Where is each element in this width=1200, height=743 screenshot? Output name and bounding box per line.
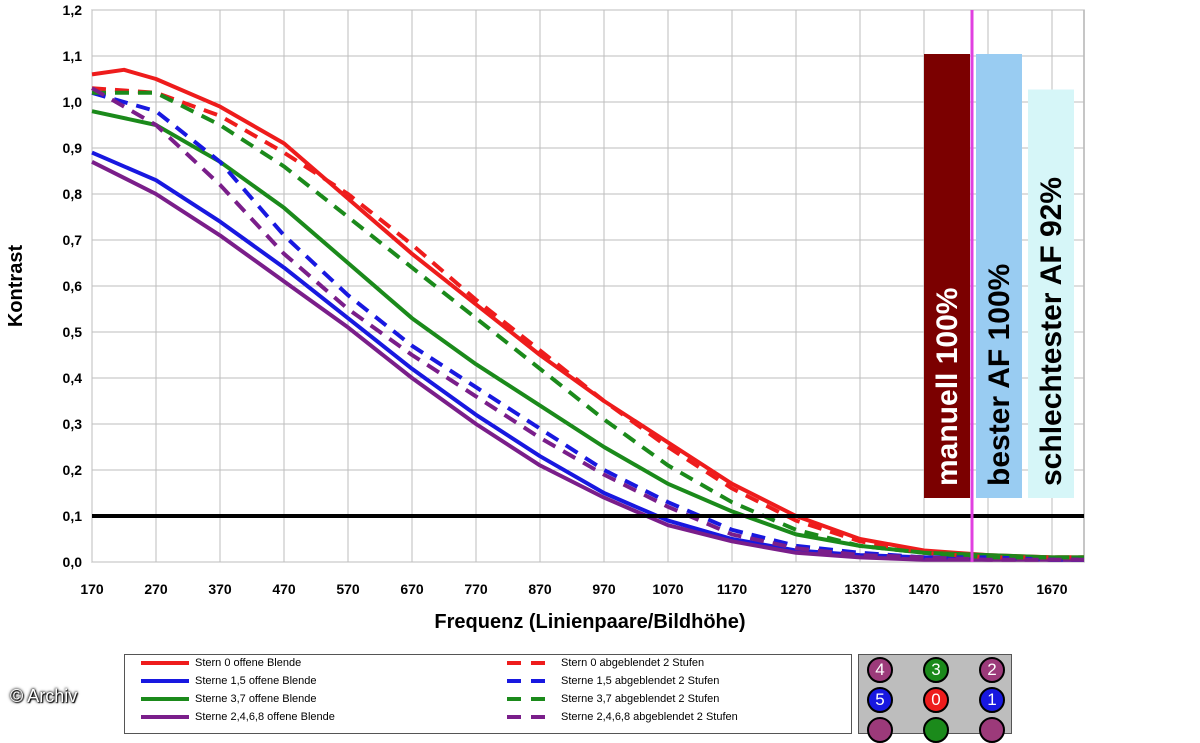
credit-text: © Archiv [10, 686, 78, 706]
star-marker: 2 [979, 657, 1005, 683]
x-tick-label: 1470 [908, 581, 939, 597]
star-marker: 4 [867, 657, 893, 683]
legend-swatch [141, 694, 189, 704]
legend-label: Sterne 2,4,6,8 abgeblendet 2 Stufen [561, 711, 738, 723]
x-tick-label: 770 [464, 581, 488, 597]
series-line [91, 86, 1084, 562]
chart-series [91, 67, 1084, 562]
star-marker: 3 [923, 657, 949, 683]
af-bar [976, 54, 1022, 498]
x-tick-label: 1570 [972, 581, 1003, 597]
legend-swatch [507, 658, 555, 668]
x-axis-label: Frequenz (Linienpaare/Bildhöhe) [434, 611, 745, 633]
mtf-chart: manuell 100% bester AF 100% schlechtester … [5, 2, 1085, 633]
legend-swatch [141, 658, 189, 668]
af-bar-label: bester AF 100% [983, 264, 1016, 486]
legend-swatch [141, 676, 189, 686]
x-tick-label: 1370 [844, 581, 875, 597]
af-bars: manuell 100% bester AF 100% schlechtester … [924, 54, 1074, 499]
chart-legend: Stern 0 offene Blende Sterne 1,5 offene B… [124, 654, 852, 734]
y-tick-label: 0,9 [63, 140, 83, 156]
star-marker: 0 [923, 687, 949, 713]
legend-label: Sterne 3,7 offene Blende [195, 693, 317, 705]
legend-item: Sterne 3,7 abgeblendet 2 Stufen [507, 693, 719, 705]
x-tick-label: 170 [80, 581, 104, 597]
star-marker: 5 [867, 687, 893, 713]
star-map: 4 3 2 5 0 1 [858, 654, 1012, 743]
star-marker [867, 717, 893, 743]
y-tick-label: 0,2 [63, 462, 83, 478]
legend-item: Stern 0 offene Blende [141, 657, 301, 669]
legend-item: Sterne 1,5 offene Blende [141, 675, 317, 687]
y-tick-label: 0,8 [63, 186, 83, 202]
x-tick-label: 970 [592, 581, 616, 597]
reference-lines [92, 10, 1084, 562]
y-tick-label: 1,1 [63, 48, 83, 64]
af-bar [1028, 89, 1074, 499]
x-tick-label: 1070 [652, 581, 683, 597]
legend-item: Sterne 2,4,6,8 offene Blende [141, 711, 335, 723]
legend-label: Sterne 1,5 offene Blende [195, 675, 317, 687]
y-tick-label: 0,0 [63, 554, 83, 570]
x-tick-label: 1270 [780, 581, 811, 597]
legend-label: Stern 0 abgeblendet 2 Stufen [561, 657, 705, 669]
x-tick-label: 1170 [717, 581, 748, 597]
x-tick-label: 570 [336, 581, 360, 597]
legend-item: Stern 0 abgeblendet 2 Stufen [507, 657, 704, 669]
af-bar-label: schlechtester AF 92% [1035, 177, 1068, 486]
y-tick-label: 1,2 [63, 2, 83, 18]
y-tick-label: 0,3 [63, 416, 83, 432]
chart-grid [91, 9, 1085, 563]
y-tick-label: 1,0 [63, 94, 83, 110]
legend-label: Stern 0 offene Blende [195, 657, 302, 669]
y-tick-label: 0,7 [63, 232, 83, 248]
legend-item: Sterne 3,7 offene Blende [141, 693, 317, 705]
x-tick-label: 270 [144, 581, 168, 597]
axis-ticks: 170 270 370 470 570 670 770 870 970 1070 1170 1270 1… [63, 2, 1068, 597]
legend-item: Sterne 2,4,6,8 abgeblendet 2 Stufen [507, 711, 738, 723]
legend-swatch [507, 676, 555, 686]
legend-label: Sterne 2,4,6,8 offene Blende [195, 711, 335, 723]
legend-swatch [507, 712, 555, 722]
series-line [92, 90, 1084, 560]
y-axis-label: Kontrast [5, 245, 27, 328]
x-tick-label: 1670 [1036, 581, 1067, 597]
x-tick-label: 670 [400, 581, 424, 597]
star-marker: 1 [979, 687, 1005, 713]
af-bar-label: manuell 100% [931, 288, 964, 486]
legend-swatch [507, 694, 555, 704]
legend-label: Sterne 1,5 abgeblendet 2 Stufen [561, 675, 720, 687]
x-tick-label: 470 [272, 581, 296, 597]
legend-swatch [141, 712, 189, 722]
y-tick-label: 0,5 [63, 324, 83, 340]
y-tick-label: 0,1 [63, 508, 83, 524]
y-tick-label: 0,4 [63, 370, 83, 386]
y-tick-label: 0,6 [63, 278, 83, 294]
legend-label: Sterne 3,7 abgeblendet 2 Stufen [561, 693, 720, 705]
af-bar [924, 54, 970, 498]
x-tick-label: 870 [528, 581, 552, 597]
star-marker [923, 717, 949, 743]
x-tick-label: 370 [208, 581, 232, 597]
legend-item: Sterne 1,5 abgeblendet 2 Stufen [507, 675, 719, 687]
star-marker [979, 717, 1005, 743]
